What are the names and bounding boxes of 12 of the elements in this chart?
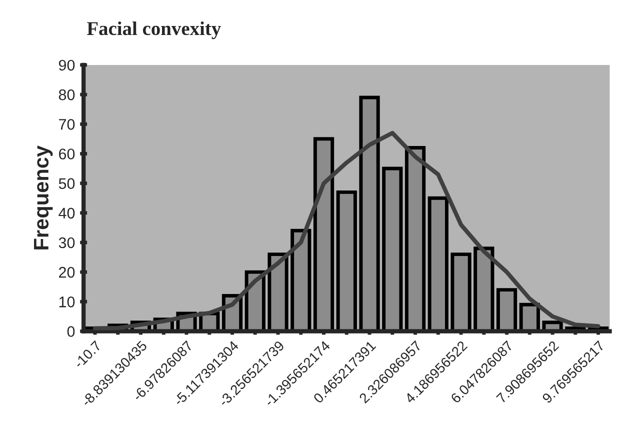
y-tick-label: 0 <box>67 326 75 337</box>
y-tick-label: 40 <box>58 208 75 219</box>
y-axis-title: Frequency <box>34 146 53 250</box>
y-tick-label: 60 <box>59 148 75 160</box>
y-tick-label: 20 <box>59 266 75 278</box>
y-tick-label: 70 <box>59 118 75 130</box>
chart-title: Facial convexity <box>86 21 221 40</box>
y-tick-label: 90 <box>58 60 75 71</box>
y-tick-label: 80 <box>58 89 75 100</box>
y-tick-label: 50 <box>58 178 75 189</box>
y-tick-label: 30 <box>58 237 75 248</box>
y-tick-label: 10 <box>59 296 75 308</box>
